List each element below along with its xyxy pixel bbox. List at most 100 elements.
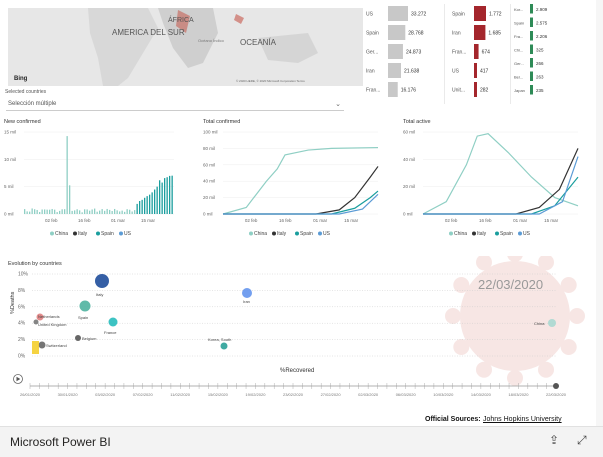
country-bubble[interactable] — [221, 343, 228, 350]
chart-bar — [49, 210, 50, 214]
legend-label[interactable]: Spain — [500, 231, 513, 237]
legend-label[interactable]: Spain — [300, 231, 313, 237]
map-copyright: © 2020 HERE, © 2020 Microsoft Corporatio… — [236, 79, 305, 83]
chart-bar — [67, 136, 68, 214]
legend-label[interactable]: China — [55, 231, 68, 237]
y-tick-label: 60 mil — [403, 130, 415, 135]
chart-title: Total active — [403, 119, 431, 125]
bar-label: Spain — [452, 12, 465, 18]
bar-value: 235 — [536, 88, 544, 93]
chart-bar — [109, 210, 110, 214]
chart-bar — [169, 176, 170, 214]
legend-label[interactable]: US — [523, 231, 531, 237]
chart-bar — [44, 209, 45, 214]
chart-bar — [37, 210, 38, 214]
map-label-indian-ocean: Océano Índico — [198, 38, 225, 43]
x-tick-label: 15 mar — [344, 218, 359, 223]
legend-label[interactable]: Spain — [101, 231, 114, 237]
legend-marker — [272, 232, 276, 236]
bar[interactable] — [474, 63, 477, 78]
bar[interactable] — [388, 6, 408, 21]
series-line — [423, 157, 578, 214]
chart-bar — [102, 209, 103, 214]
x-axis-label: %Recovered — [280, 368, 314, 374]
fullscreen-icon[interactable]: ⤢ — [577, 433, 587, 448]
bar[interactable] — [530, 4, 533, 14]
bubble-label: Korea, South — [208, 337, 231, 342]
bar-value: 282 — [480, 88, 489, 94]
bar[interactable] — [388, 25, 405, 40]
bubble-label: United Kingdom — [38, 322, 67, 327]
bar-value: 16.176 — [401, 88, 417, 94]
bar-value: 263 — [536, 74, 544, 79]
bar[interactable] — [474, 44, 479, 59]
chart-bar — [62, 209, 63, 214]
timeline-label: 10/03/2020 — [433, 392, 454, 397]
country-bubble[interactable] — [80, 301, 91, 312]
chart-bar — [107, 209, 108, 214]
bubble-label: China — [534, 321, 545, 326]
country-bubble[interactable] — [109, 318, 118, 327]
x-tick-label: 02 feb — [445, 218, 458, 223]
bar[interactable] — [388, 63, 401, 78]
bar[interactable] — [530, 58, 533, 68]
chart-bar — [92, 209, 93, 214]
timeline-handle[interactable] — [553, 383, 559, 389]
legend-label[interactable]: US — [124, 231, 132, 237]
timeline-label: 27/02/2020 — [321, 392, 342, 397]
share-icon[interactable]: ⇪ — [549, 433, 559, 447]
country-select-value: Selección múltiple — [8, 101, 56, 107]
timeline-label: 02/03/2020 — [358, 392, 379, 397]
country-bubble[interactable] — [75, 335, 81, 341]
bar[interactable] — [388, 82, 398, 97]
x-tick-label: 02 feb — [45, 218, 58, 223]
legend-label[interactable]: US — [323, 231, 331, 237]
world-map[interactable]: AMERICA DEL SUR ÁFRICA OCEANÍA Océano Ín… — [8, 8, 363, 86]
divider — [510, 4, 511, 104]
bar[interactable] — [530, 31, 533, 41]
chart-bar — [159, 180, 160, 214]
series-line — [223, 148, 378, 214]
chart-bar — [39, 212, 40, 214]
bar[interactable] — [474, 25, 485, 40]
highlight-marker — [32, 341, 39, 354]
scrollbar[interactable] — [596, 0, 603, 426]
bar-label: Japan — [514, 88, 525, 93]
legend-label[interactable]: China — [254, 231, 267, 237]
bar-value: 1.772 — [489, 12, 502, 18]
legend-label[interactable]: Italy — [78, 231, 88, 237]
map-label-south-america: AMERICA DEL SUR — [112, 28, 185, 37]
bar[interactable] — [388, 44, 403, 59]
bar[interactable] — [530, 85, 533, 95]
bar-label: Fra... — [514, 34, 523, 39]
bar-value: 2.206 — [536, 34, 548, 39]
legend-label[interactable]: China — [454, 231, 467, 237]
legend-label[interactable]: Italy — [477, 231, 487, 237]
chart-bar — [99, 211, 100, 214]
timeline-label: 11/02/2020 — [170, 392, 190, 397]
divider — [444, 4, 445, 104]
country-bubble[interactable] — [548, 319, 556, 327]
bar-label: Fran... — [366, 88, 380, 94]
country-select[interactable]: Selección múltiple ⌄ — [6, 98, 344, 111]
bar[interactable] — [530, 45, 533, 55]
sources-link[interactable]: Johns Hopkins University — [483, 416, 562, 423]
chart-bar — [119, 211, 120, 214]
chart-bar — [72, 211, 73, 214]
country-bubble[interactable] — [242, 288, 252, 298]
bar[interactable] — [474, 6, 486, 21]
bar[interactable] — [530, 72, 533, 82]
bar-label: Unit... — [452, 88, 465, 94]
legend-label[interactable]: Italy — [277, 231, 287, 237]
chart-bar — [64, 209, 65, 214]
bar[interactable] — [474, 82, 477, 97]
country-bubble[interactable] — [95, 274, 109, 288]
bar[interactable] — [530, 18, 533, 28]
chart-bar — [54, 210, 55, 214]
chart-bar — [27, 211, 28, 214]
chart-bar — [52, 209, 53, 214]
country-bubble[interactable] — [39, 342, 46, 349]
filter-label: Selected countries — [5, 89, 46, 95]
y-tick-label: 0 mil — [4, 212, 14, 217]
bar-value: 24.873 — [406, 50, 422, 56]
